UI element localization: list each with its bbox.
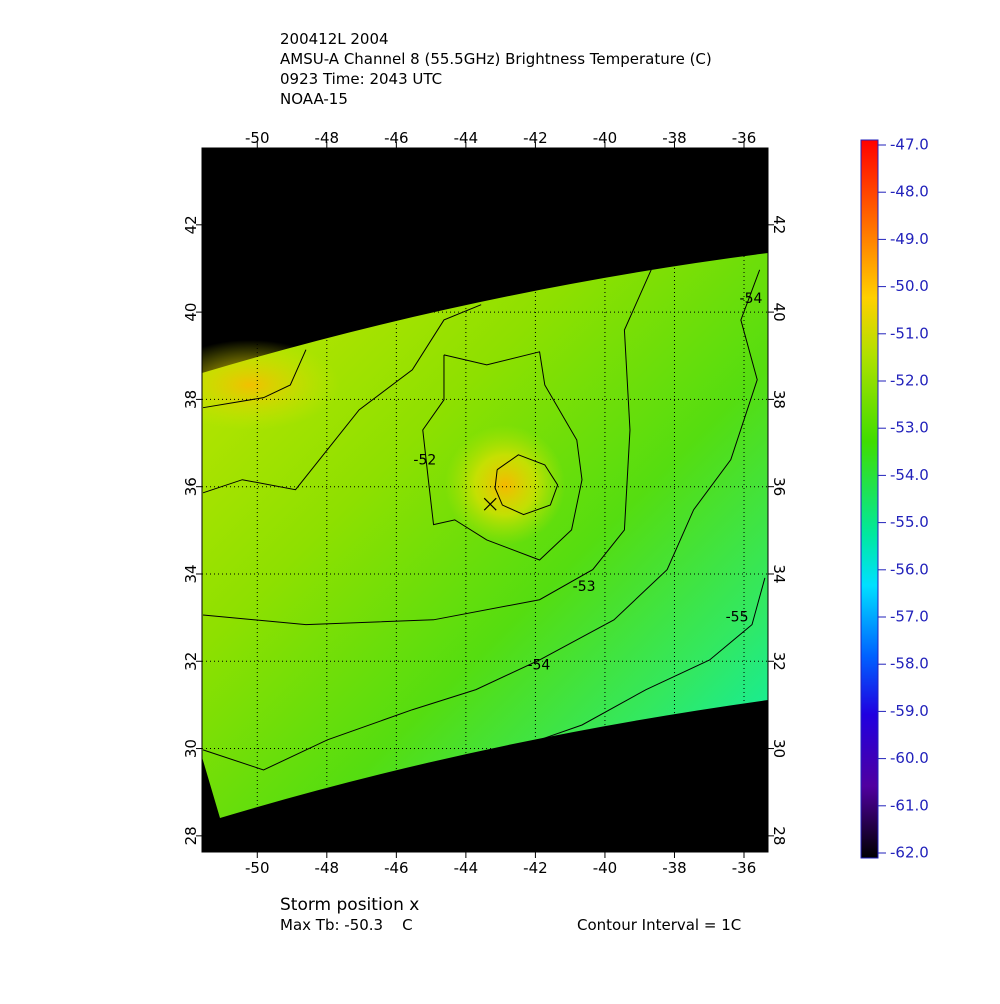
colorbar-tick-label: -50.0 [890,277,929,295]
colorbar-tick-label: -55.0 [890,513,929,531]
x-tick-label: -36 [732,859,757,877]
plot-frame [201,147,769,853]
storm-position [483,497,497,511]
y-tick-label: 36 [182,477,200,496]
x-tick-label: -40 [593,859,618,877]
y-tick-label: 42 [182,215,200,234]
colorbar-tick-label: -47.0 [890,136,929,154]
colorbar-tick-label: -49.0 [890,230,929,248]
title: 200412L 2004 AMSU-A Channel 8 (55.5GHz) … [280,30,712,108]
storm-label: Storm position x [280,895,419,915]
colorbar-tick-label: -62.0 [890,844,929,862]
y-tick-label: 36 [770,477,788,496]
y-tick-label: 28 [770,826,788,845]
x-tick-label: -48 [315,859,340,877]
colorbar: -47.0 -48.0 -49.0 -50.0 -51.0 -52.0 -53.0 -54.0… [860,136,929,862]
x-tick-label: -40 [593,129,618,147]
colorbar-tick-label: -48.0 [890,183,929,201]
colorbar-tick-label: -57.0 [890,608,929,626]
y-tick-label: 34 [182,564,200,583]
axes: -50 -50 -48 -48 -46 -46 -44 -44 -42 -42 -40 -40 -38 -… [182,129,788,877]
title-line: 0923 Time: 2043 UTC [280,70,442,88]
colorbar-tick-label: -51.0 [890,324,929,342]
y-tick-label: 32 [182,652,200,671]
contour-label: -55 [726,610,749,626]
contour-label: -52 [413,453,436,469]
x-tick-label: -48 [315,129,340,147]
footer: Storm position x Max Tb: -50.3 C Contour… [280,895,741,934]
y-tick-label: 40 [770,303,788,322]
title-line: AMSU-A Channel 8 (55.5GHz) Brightness Te… [280,50,712,68]
warm-core [445,425,565,545]
map [202,148,768,852]
grid [202,148,768,852]
contour-label: -54 [527,658,550,674]
contour-line [202,304,482,494]
x-tick-label: -44 [454,859,479,877]
y-tick-label: 30 [770,739,788,758]
contour-line [202,349,307,409]
contour-line [202,269,761,771]
colorbar-tick-label: -56.0 [890,560,929,578]
contour-interval: Contour Interval = 1C [577,916,741,934]
max-tb: Max Tb: -50.3 C [280,916,413,934]
x-tick-label: -38 [662,129,687,147]
colorbar-tick-label: -54.0 [890,466,929,484]
colorbar-tick-label: -61.0 [890,796,929,814]
contours: -52 -53 -54 -54 -55 [202,269,766,771]
colorbar-tick-label: -53.0 [890,419,929,437]
y-tick-label: 40 [182,303,200,322]
y-tick-label: 32 [770,652,788,671]
y-tick-label: 30 [182,739,200,758]
contour-label: -54 [740,291,763,307]
contour-line [422,351,583,561]
y-tick-label: 42 [770,215,788,234]
x-tick-label: -42 [523,129,548,147]
colorbar-tick-label: -52.0 [890,372,929,390]
y-tick-label: 28 [182,826,200,845]
colorbar-tick-label: -58.0 [890,655,929,673]
y-tick-label: 38 [770,390,788,409]
colorbar-tick-label: -59.0 [890,702,929,720]
title-line: 200412L 2004 [280,30,389,48]
x-tick-label: -50 [245,859,270,877]
y-tick-label: 38 [182,390,200,409]
contour-line [494,454,559,516]
contour-label: -53 [573,579,596,595]
x-tick-label: -36 [732,129,757,147]
x-tick-label: -38 [662,859,687,877]
y-tick-label: 34 [770,564,788,583]
x-tick-label: -46 [384,129,409,147]
x-tick-label: -46 [384,859,409,877]
colorbar-tick-label: -60.0 [890,749,929,767]
title-line: NOAA-15 [280,90,348,108]
warm-region [202,340,340,430]
contour-line [202,269,652,626]
x-tick-label: -44 [454,129,479,147]
contour-line [539,577,766,741]
x-tick-label: -42 [523,859,548,877]
colorbar-bar [860,139,879,859]
x-tick-label: -50 [245,129,270,147]
